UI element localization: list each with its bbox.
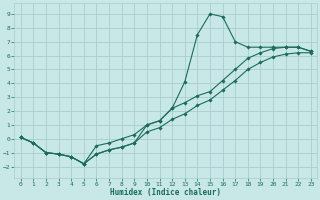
X-axis label: Humidex (Indice chaleur): Humidex (Indice chaleur) [110, 188, 221, 197]
